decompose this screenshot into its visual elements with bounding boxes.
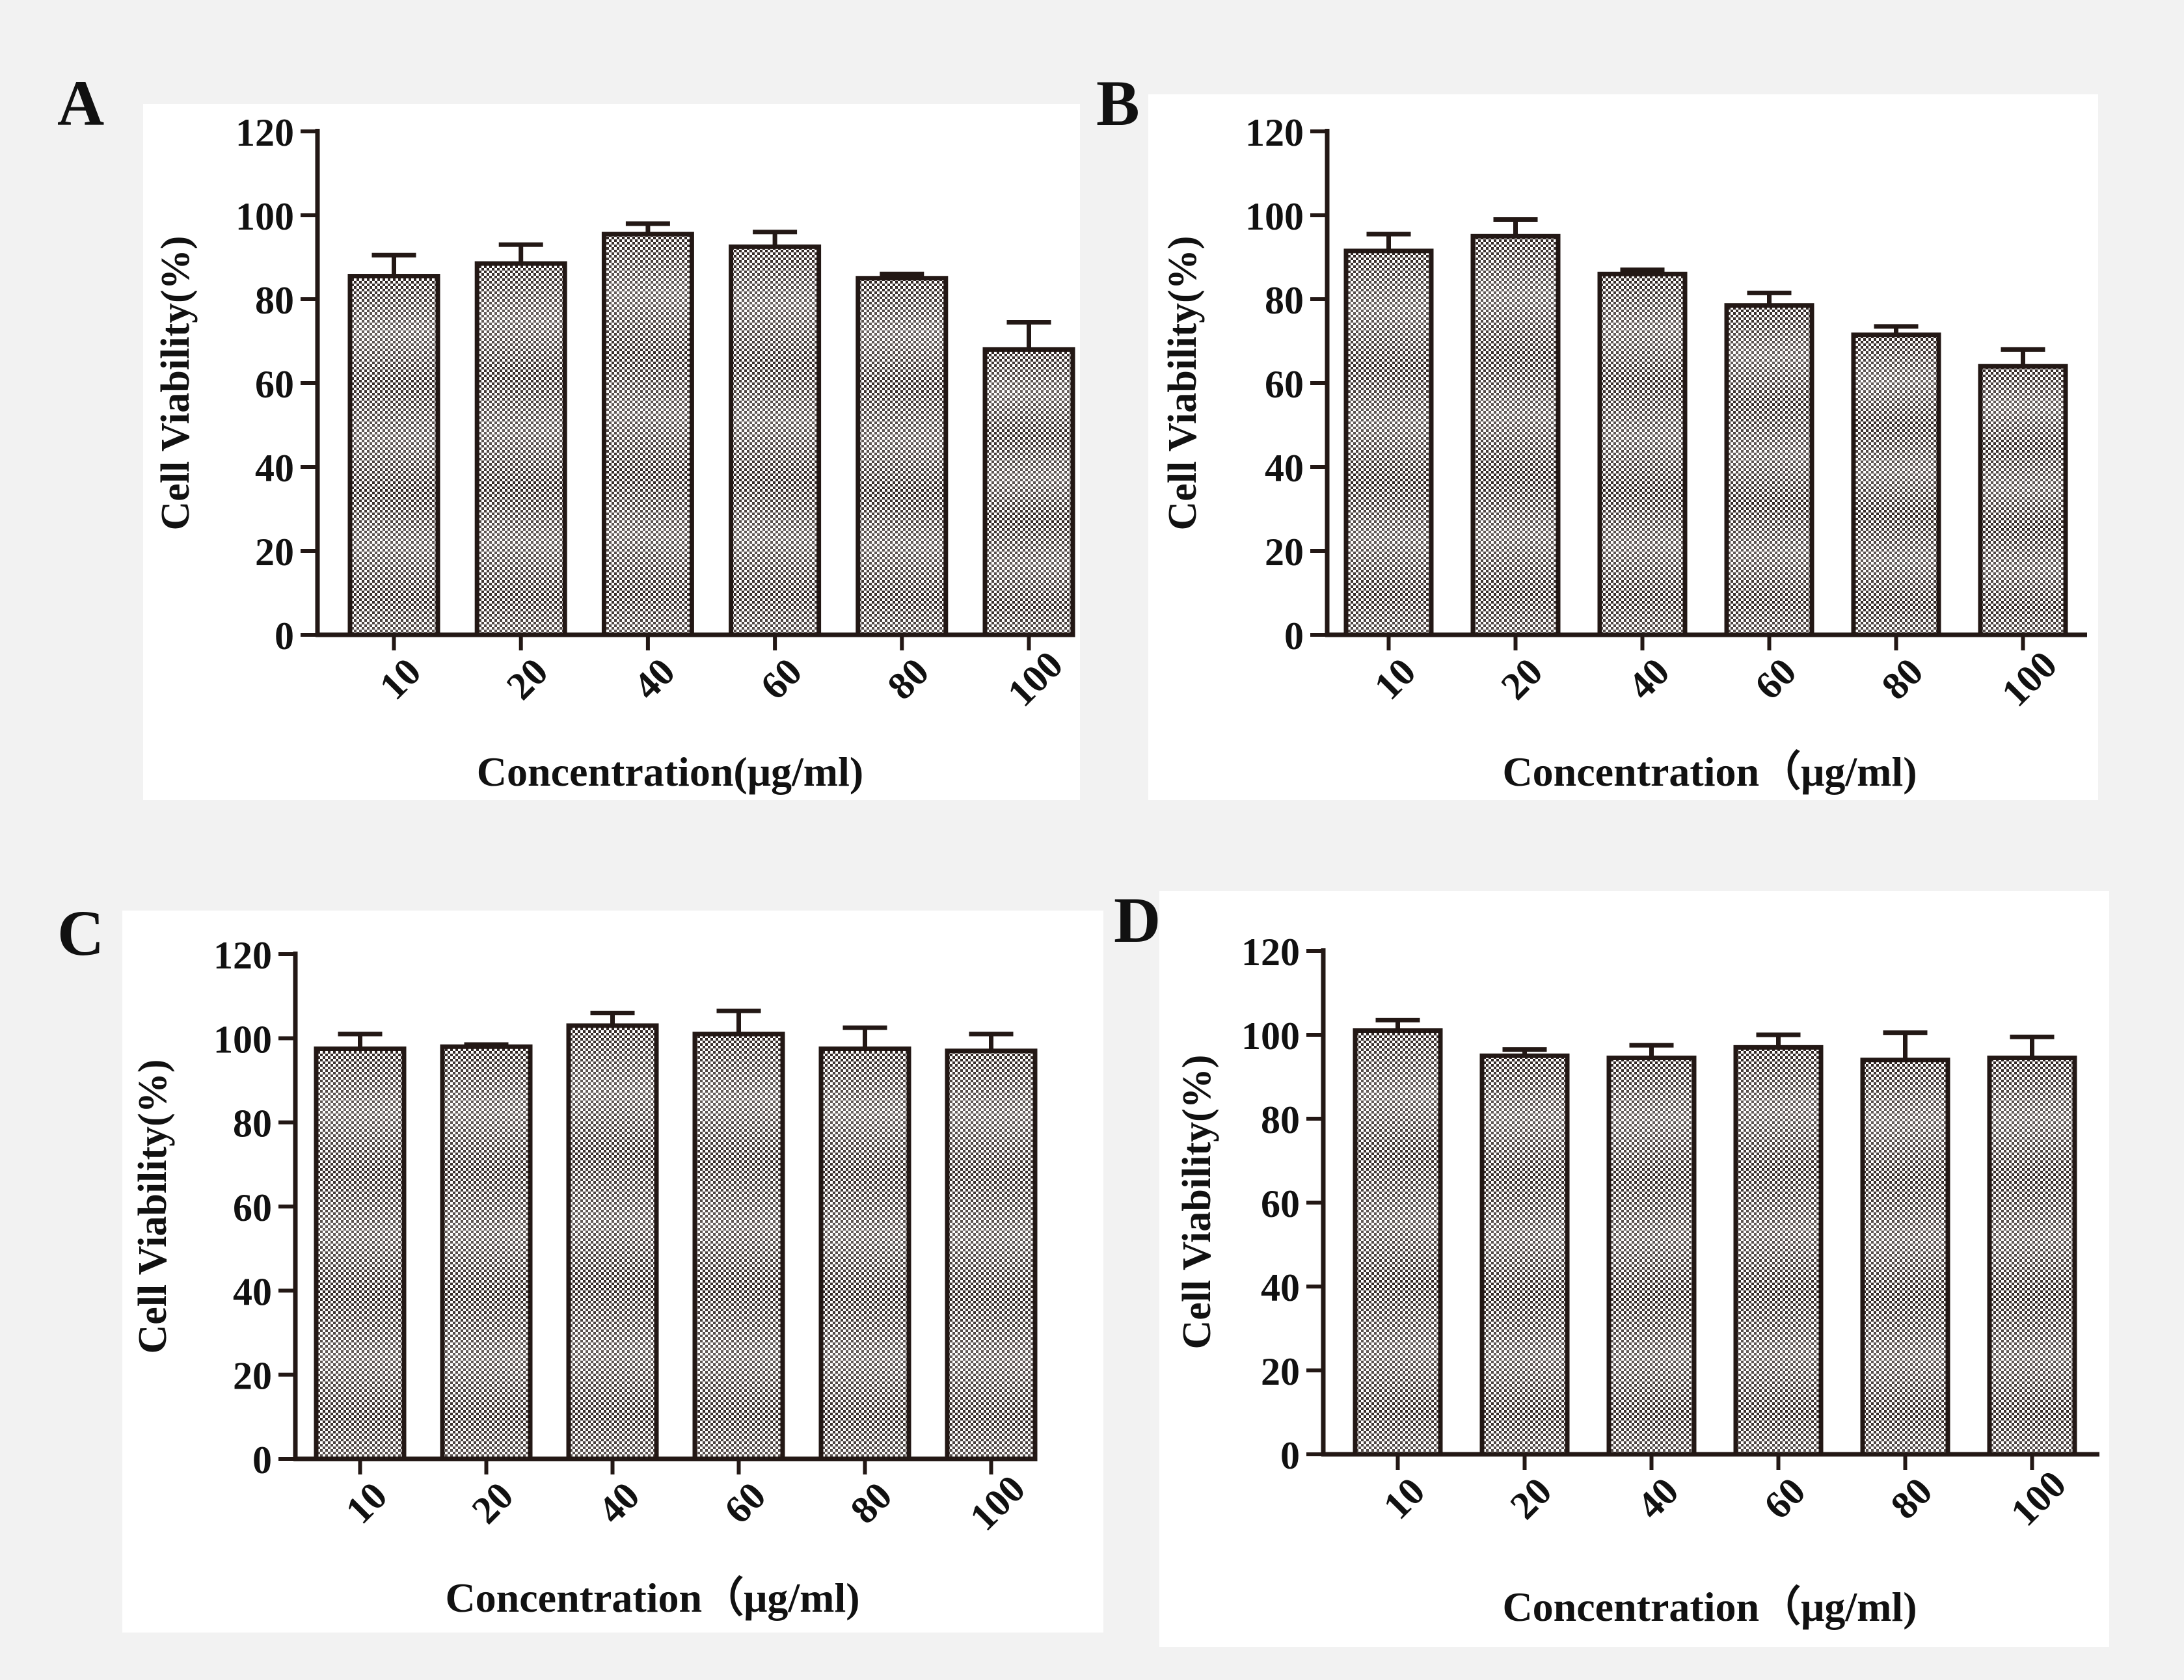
bar-shading [985, 349, 1073, 635]
y-tick-label: 120 [1241, 931, 1300, 974]
bar-shading [947, 1050, 1035, 1459]
panel-label: D [1114, 884, 1161, 956]
y-tick-label: 100 [213, 1018, 272, 1061]
y-tick-label: 100 [236, 195, 294, 238]
bar-shading [857, 278, 946, 635]
bar-shading [1609, 1058, 1694, 1454]
panel-label: C [57, 897, 104, 969]
y-tick-label: 40 [233, 1270, 272, 1313]
x-axis-label: Concentration（μg/ml) [445, 1575, 859, 1621]
y-tick-label: 60 [1265, 363, 1304, 406]
y-tick-label: 20 [1265, 531, 1304, 574]
bar-shading [1600, 274, 1685, 635]
y-tick-label: 120 [236, 111, 294, 154]
bar-shading [1727, 305, 1812, 635]
bar-shading [1355, 1030, 1440, 1454]
y-tick-label: 60 [255, 363, 294, 406]
bar-shading [1473, 236, 1558, 635]
y-tick-label: 80 [255, 279, 294, 322]
y-tick-label: 20 [255, 531, 294, 574]
y-tick-label: 0 [1280, 1434, 1300, 1477]
y-axis-label: Cell Viability(%) [154, 236, 198, 531]
y-axis-label: Cell Viability(%) [1175, 1055, 1219, 1350]
x-axis-label: Concentration（μg/ml) [1502, 749, 1917, 795]
panel-label: A [57, 67, 104, 139]
bar-shading [1980, 366, 2066, 635]
y-tick-label: 20 [233, 1355, 272, 1398]
bar-shading [695, 1033, 783, 1459]
panel-label: B [1096, 67, 1140, 139]
y-tick-label: 60 [1261, 1182, 1300, 1225]
y-tick-label: 0 [252, 1439, 272, 1482]
y-tick-label: 40 [1265, 447, 1304, 490]
y-tick-label: 0 [275, 615, 294, 658]
bar-shading [350, 276, 438, 635]
bar-shading [1854, 334, 1939, 635]
y-axis-label: Cell Viability(%) [131, 1060, 175, 1354]
bar-shading [1482, 1056, 1567, 1454]
bar-shading [821, 1048, 909, 1459]
bar-shading [1989, 1058, 2075, 1454]
bar-shading [569, 1025, 656, 1459]
bar-shading [1863, 1060, 1948, 1454]
y-tick-label: 100 [1245, 195, 1304, 238]
y-tick-label: 40 [1261, 1266, 1300, 1309]
y-tick-label: 80 [1265, 279, 1304, 322]
bar-shading [442, 1047, 530, 1459]
bar-shading [316, 1048, 404, 1459]
x-axis-label: Concentration(μg/ml) [477, 749, 863, 795]
x-axis-label: Concentration（μg/ml) [1502, 1584, 1917, 1630]
y-tick-label: 80 [1261, 1099, 1300, 1141]
bar-shading [731, 247, 819, 635]
bar-shading [1736, 1047, 1821, 1454]
y-tick-label: 120 [213, 934, 272, 977]
bar-shading [1346, 250, 1431, 635]
y-tick-label: 0 [1284, 615, 1304, 658]
y-tick-label: 80 [233, 1102, 272, 1145]
y-tick-label: 100 [1241, 1015, 1300, 1058]
bar-shading [477, 263, 565, 635]
y-tick-label: 60 [233, 1186, 272, 1229]
y-tick-label: 20 [1261, 1350, 1300, 1393]
y-tick-label: 120 [1245, 111, 1304, 154]
y-tick-label: 40 [255, 447, 294, 490]
y-axis-label: Cell Viability(%) [1161, 236, 1205, 531]
bar-shading [604, 234, 692, 635]
